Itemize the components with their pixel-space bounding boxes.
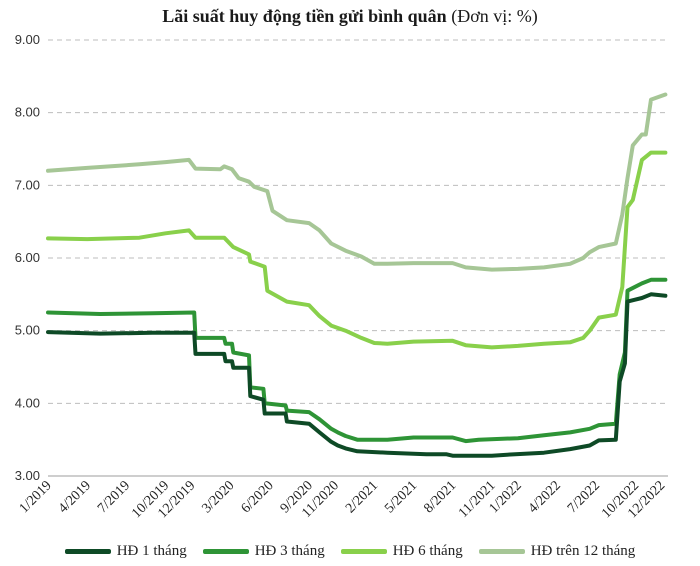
x-tick-label: 2/2021 bbox=[343, 478, 381, 516]
y-tick-label: 3.00 bbox=[15, 468, 40, 483]
x-tick-label: 7/2019 bbox=[95, 478, 133, 516]
x-tick-label: 4/2019 bbox=[56, 478, 94, 516]
legend-item-2: HĐ 3 tháng bbox=[202, 542, 325, 560]
legend-item-4: HĐ trên 12 tháng bbox=[478, 542, 636, 560]
legend-label: HĐ 1 tháng bbox=[116, 542, 187, 559]
x-tick-label: 3/2020 bbox=[199, 478, 237, 516]
chart-title-unit: (Đơn vị: %) bbox=[446, 6, 538, 26]
y-tick-label: 7.00 bbox=[15, 177, 40, 192]
x-tick-label: 6/2020 bbox=[239, 478, 277, 516]
legend-swatch bbox=[478, 548, 525, 554]
x-tick-label: 4/2022 bbox=[526, 478, 564, 516]
y-tick-label: 6.00 bbox=[15, 250, 40, 265]
legend-label: HĐ 6 tháng bbox=[392, 542, 463, 559]
legend: HĐ 1 tháng HĐ 3 tháng HĐ 6 tháng HĐ trên 12… bbox=[0, 540, 700, 562]
legend-swatch bbox=[202, 548, 249, 554]
x-tick-label: 5/2021 bbox=[382, 478, 420, 516]
series-line-2 bbox=[46, 277, 668, 444]
series-line-4 bbox=[46, 92, 668, 272]
legend-swatch bbox=[340, 548, 387, 554]
y-tick-label: 4.00 bbox=[15, 395, 40, 410]
x-tick-label: 7/2022 bbox=[565, 478, 603, 516]
x-tick-label: 8/2021 bbox=[421, 478, 459, 516]
legend-item-1: HĐ 1 tháng bbox=[64, 542, 187, 560]
legend-label: HĐ 3 tháng bbox=[254, 542, 325, 559]
y-tick-label: 5.00 bbox=[15, 323, 40, 338]
series-layer bbox=[46, 92, 668, 458]
y-axis-ticks: 9.00 8.00 7.00 6.00 5.00 4.00 3.00 bbox=[15, 32, 40, 483]
x-tick-label: 1/2019 bbox=[17, 478, 55, 516]
y-tick-label: 9.00 bbox=[15, 32, 40, 47]
series-line-3 bbox=[46, 150, 668, 350]
series-line-1 bbox=[46, 292, 668, 458]
grid-layer bbox=[48, 39, 668, 477]
y-tick-label: 8.00 bbox=[15, 105, 40, 120]
chart-title: Lãi suất huy động tiền gửi bình quân (Đơ… bbox=[0, 6, 700, 27]
legend-swatch bbox=[64, 548, 111, 554]
legend-label: HĐ trên 12 tháng bbox=[530, 542, 636, 559]
chart-title-main: Lãi suất huy động tiền gửi bình quân bbox=[162, 6, 447, 26]
legend-item-3: HĐ 6 tháng bbox=[340, 542, 463, 560]
